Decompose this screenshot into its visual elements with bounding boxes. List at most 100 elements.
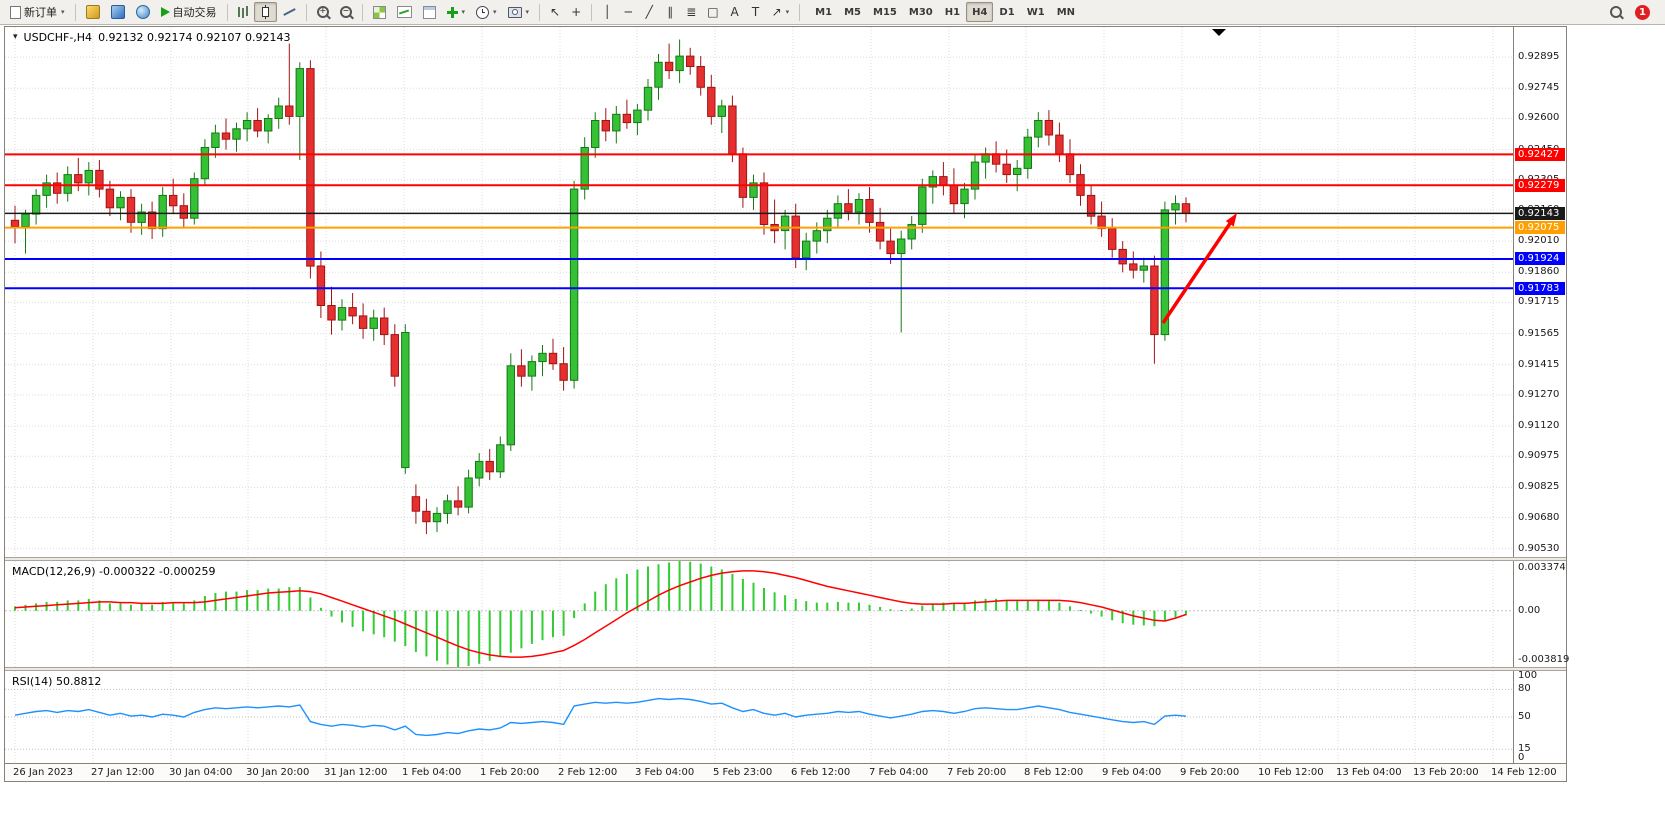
indicators-button[interactable] (392, 2, 417, 22)
price-badge-0.92427: 0.92427 (1515, 148, 1565, 161)
timeframe-m30-button[interactable]: M30 (903, 2, 939, 22)
fibonacci-button[interactable]: ≣ (681, 2, 701, 22)
zoom-out-icon (339, 6, 352, 18)
price-badge-0.91783: 0.91783 (1515, 282, 1565, 295)
macd-panel[interactable] (5, 561, 1514, 667)
crosshair-icon: + (571, 5, 582, 19)
timeframe-d1-button[interactable]: D1 (993, 2, 1020, 22)
arrows-button[interactable]: ↗ ▾ (767, 2, 795, 22)
market-watch-button[interactable] (81, 2, 105, 22)
bar-chart-mode-button[interactable] (233, 2, 253, 22)
caret-down-icon: ▾ (61, 7, 65, 16)
label-button[interactable]: T (746, 2, 766, 22)
indicators-icon (396, 6, 412, 18)
vertical-line-button[interactable]: │ (597, 2, 617, 22)
price-tick-label: 0.91120 (1518, 420, 1560, 431)
time-label: 27 Jan 12:00 (91, 767, 155, 778)
panel-splitter[interactable] (5, 557, 1566, 561)
price-chart-area[interactable] (5, 27, 1514, 557)
ohlc-bars-icon (237, 7, 240, 17)
toolbar-separator (539, 3, 541, 21)
crosshair-button[interactable]: + (566, 2, 586, 22)
camera-icon (507, 6, 522, 18)
tile-windows-button[interactable] (368, 2, 391, 22)
macd-label: MACD(12,26,9) -0.000322 -0.000259 (12, 565, 216, 578)
line-chart-icon (282, 8, 296, 16)
candlestick-icon (261, 5, 269, 19)
trend-arrow[interactable] (1161, 213, 1237, 324)
price-badge-0.92279: 0.92279 (1515, 179, 1565, 192)
rsi-axis-label: 100 (1518, 670, 1538, 681)
rsi-line (14, 697, 1187, 737)
one-click-trading-toggle[interactable]: ▾ (13, 32, 18, 42)
horizontal-line-button[interactable]: ─ (618, 2, 638, 22)
timeframe-h4-button[interactable]: H4 (966, 2, 994, 22)
gold-box-icon (85, 5, 100, 19)
text-button[interactable]: A (725, 2, 745, 22)
timeframe-m5-button[interactable]: M5 (838, 2, 867, 22)
help-button[interactable] (131, 2, 155, 22)
green-plus-icon (446, 6, 458, 18)
auto-trading-button-label: 自动交易 (172, 6, 217, 19)
time-label: 10 Feb 12:00 (1258, 767, 1324, 778)
rsi-axis-label: 0 (1518, 752, 1525, 763)
terminal-button[interactable] (106, 2, 130, 22)
time-label: 7 Feb 04:00 (869, 767, 929, 778)
cursor-button[interactable]: ↖ (545, 2, 565, 22)
rsi-panel[interactable] (5, 671, 1514, 763)
caret-down-icon: ▾ (461, 7, 466, 16)
timeframe-m15-button[interactable]: M15 (867, 2, 903, 22)
price-tick-label: 0.90825 (1518, 481, 1560, 492)
notification-badge[interactable]: 1 (1635, 4, 1650, 20)
chart-shift-marker[interactable] (1212, 29, 1226, 36)
auto-trading-button[interactable]: 自动交易 (156, 2, 222, 22)
candlestick-mode-button[interactable] (253, 2, 277, 22)
cursor-icon: ↖ (550, 5, 561, 19)
caret-down-icon: ▾ (785, 7, 790, 16)
text-icon: A (730, 5, 739, 19)
search-button[interactable] (1605, 2, 1627, 22)
windows-icon (422, 5, 436, 19)
add-indicator-button[interactable]: ▾ (442, 2, 471, 22)
chart-snapshot-button[interactable]: ▾ (503, 2, 535, 22)
macd-histogram (14, 561, 1187, 667)
channel-icon: ∥ (667, 5, 674, 19)
blue-panel-icon (110, 5, 125, 19)
toolbar-separator (591, 3, 593, 21)
time-label: 7 Feb 20:00 (947, 767, 1007, 778)
fibonacci-icon: ≣ (686, 5, 697, 19)
timeframe-m1-button[interactable]: M1 (809, 2, 838, 22)
rsi-label: RSI(14) 50.8812 (12, 675, 102, 688)
time-label: 9 Feb 04:00 (1102, 767, 1162, 778)
channel-button[interactable]: ∥ (660, 2, 680, 22)
periods-button[interactable]: ▾ (471, 2, 502, 22)
caret-down-icon: ▾ (525, 7, 530, 16)
macd-chart-svg (5, 561, 1513, 667)
clock-icon (476, 5, 490, 19)
zoom-out-button[interactable] (335, 2, 357, 22)
time-label: 1 Feb 20:00 (480, 767, 540, 778)
chart-window: 26 Jan 2023 27 Jan 12:00 30 Jan 04:00 30 Ja… (4, 26, 1569, 782)
shapes-button[interactable]: □ (702, 2, 723, 22)
zoom-in-button[interactable] (312, 2, 334, 22)
time-label: 6 Feb 12:00 (791, 767, 851, 778)
toolbar-separator (361, 3, 363, 21)
panel-splitter[interactable] (5, 667, 1566, 671)
symbol-period-label: USDCHF-,H4 (23, 31, 93, 44)
rsi-chart-svg (5, 671, 1513, 763)
time-label: 1 Feb 04:00 (402, 767, 462, 778)
line-chart-mode-button[interactable] (278, 2, 301, 22)
candlesticks (10, 39, 1191, 535)
time-label: 2 Feb 12:00 (558, 767, 618, 778)
price-tick-label: 0.90680 (1518, 512, 1560, 523)
windows-list-button[interactable] (418, 2, 441, 22)
time-label: 14 Feb 12:00 (1491, 767, 1557, 778)
price-tick-label: 0.91270 (1518, 389, 1560, 400)
trendline-button[interactable]: ╱ (639, 2, 659, 22)
timeframe-w1-button[interactable]: W1 (1021, 2, 1051, 22)
price-tick-label: 0.92895 (1518, 51, 1560, 62)
horizontal-lines[interactable] (5, 153, 1513, 290)
new-order-button[interactable]: 新订单 ▾ (5, 2, 70, 22)
timeframe-h1-button[interactable]: H1 (939, 2, 966, 22)
timeframe-mn-button[interactable]: MN (1051, 2, 1081, 22)
